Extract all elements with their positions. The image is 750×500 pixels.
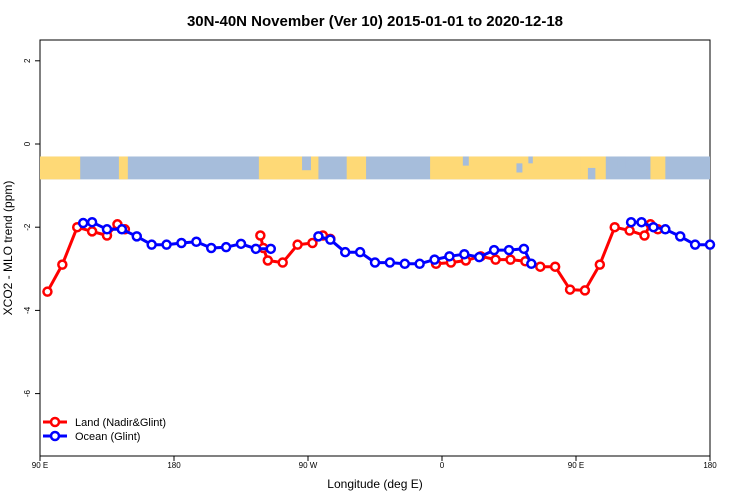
data-point [636,216,647,228]
data-point [86,226,98,237]
x-tick-label: 180 [167,461,181,470]
data-point [220,241,232,253]
data-point [277,257,288,268]
y-axis-title: XCO2 - MLO trend (ppm) [1,181,15,316]
data-point [648,221,659,233]
data-point [57,259,68,270]
plot-frame [39,39,711,457]
series-ocean [77,216,716,270]
data-point [86,216,98,228]
map-ocean-inlet [516,163,523,173]
data-point [265,243,277,255]
data-point [473,251,485,263]
map-land [118,156,128,180]
map-ocean-inlet [302,156,311,171]
data-point [549,261,561,272]
data-point [505,254,516,265]
data-point [564,284,576,295]
series-layer [42,216,716,297]
data-point [609,221,620,233]
map-ocean-inlet [528,156,533,164]
x-tick-label: 90 E [568,461,584,470]
x-tick-label: 90 W [299,461,318,470]
data-point [526,258,537,270]
x-axis-title: Longitude (deg E) [327,477,422,491]
data-point [354,246,366,258]
data-point [625,216,637,228]
data-point [384,257,396,268]
x-tick-label: 0 [440,461,445,470]
data-point [704,239,716,250]
data-point [689,239,701,250]
legend: Land (Nadir&Glint) Ocean (Glint) [43,416,166,443]
legend-label: Ocean (Glint) [75,431,140,443]
data-point [255,230,266,241]
data-point [131,231,143,242]
map-ocean-inlet [587,167,596,180]
data-point [490,254,501,265]
data-point [339,246,351,258]
data-point [459,248,470,260]
x-tick-label: 180 [703,461,717,470]
y-axis: 2 0 -2 -4 -6 [23,58,40,397]
map-ocean [40,156,710,180]
map-land [272,156,319,180]
data-point [77,217,89,229]
legend-swatch-marker [49,416,61,428]
map-ocean-inlet [617,156,626,168]
data-point [205,242,217,254]
map-land [40,156,81,180]
data-point [262,255,274,266]
data-point [161,239,172,250]
y-tick-label: -2 [23,223,32,231]
data-point [307,237,318,249]
data-point [503,244,515,256]
y-tick-label: -4 [23,306,32,314]
data-point [535,261,546,272]
data-point [146,239,157,250]
data-point [369,257,381,268]
legend-swatch-marker [49,430,61,442]
data-point [116,224,128,235]
data-point [250,243,262,255]
data-point [594,259,606,270]
data-point [292,239,303,250]
y-tick-label: 2 [23,58,32,63]
data-point [579,285,591,296]
data-point [176,237,187,249]
data-point [429,254,440,265]
data-point [325,234,336,245]
data-point [101,224,113,235]
world-map-strip [40,156,710,180]
chart-title: 30N-40N November (Ver 10) 2015-01-01 to … [187,13,563,30]
data-point [313,231,324,242]
data-point [674,231,686,242]
data-point [191,236,202,248]
data-point [414,258,425,270]
y-tick-label: -6 [23,389,32,397]
data-point [518,243,530,255]
data-point [488,244,500,256]
data-point [42,286,53,297]
data-point [624,225,635,236]
data-point [639,230,650,241]
data-point [660,224,671,235]
x-tick-label: 90 E [32,461,48,470]
data-point [235,238,247,250]
map-ocean-inlet [462,156,469,166]
data-point [399,258,411,270]
map-land [346,156,367,180]
legend-label: Land (Nadir&Glint) [75,417,166,429]
x-axis: 90 E 180 90 W 0 90 E 180 [32,456,717,470]
map-land [650,156,666,180]
data-point [444,251,455,262]
map-land [492,156,511,180]
y-tick-label: 0 [23,141,32,146]
